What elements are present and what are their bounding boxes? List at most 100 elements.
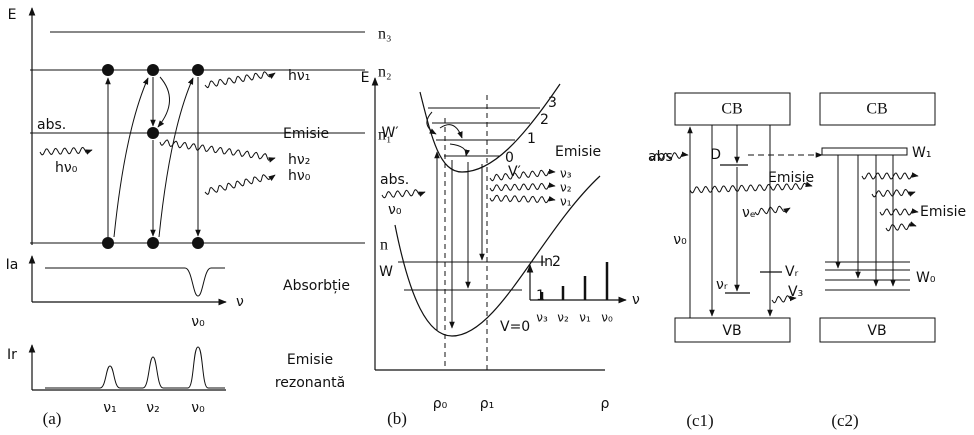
lower_levels-i1: 1 [536, 288, 545, 304]
photon [754, 205, 791, 216]
caption: (b) [387, 409, 407, 428]
emitted-i1: hν₂ [288, 152, 310, 168]
labels-i4: V₃ [788, 284, 803, 300]
emission: Emisie [920, 204, 966, 220]
absorption_peak: ν₀ [191, 314, 205, 330]
donor: D [710, 147, 721, 163]
caption: (c2) [831, 411, 858, 430]
relaxation [449, 143, 470, 157]
emission_axis: Ir [7, 347, 17, 363]
emitted-i0: hν₁ [288, 68, 310, 84]
abs: abs [648, 149, 673, 165]
levels-i0: n₃ [378, 26, 392, 43]
spectrum_axis: In [540, 254, 553, 270]
emitted-i1: ν₂ [560, 181, 572, 195]
peaks-i2: ν₀ [191, 400, 205, 416]
spectrum_lines-i0: ν₃ [536, 311, 548, 325]
transition [113, 77, 149, 238]
levels-i2: n₁ [378, 127, 392, 144]
abs: abs. [37, 117, 66, 133]
photon [381, 189, 426, 199]
upper_levels-i3: 0 [505, 150, 514, 166]
panel-c2 [819, 92, 936, 343]
upper_levels-i2: 1 [527, 131, 536, 147]
resonant_emission-i0: Emisie [287, 352, 333, 368]
labels-i1: νₑ [742, 205, 756, 221]
levels-i1: n₂ [378, 64, 392, 81]
photon [649, 151, 689, 161]
upper_levels-i0: 3 [548, 95, 557, 111]
vb: VB [722, 323, 741, 339]
caption: (c1) [686, 411, 713, 430]
panel-a [28, 7, 365, 391]
lower-potential [394, 175, 601, 337]
vb-box [819, 317, 936, 343]
transition [157, 76, 170, 128]
spectrum_lines-i1: ν₂ [557, 311, 569, 325]
cb: CB [866, 101, 887, 118]
emission: Emisie [768, 170, 814, 186]
photon [871, 188, 916, 198]
peaks-i0: ν₁ [103, 400, 116, 416]
photon [689, 181, 813, 194]
labels-i0: ν₀ [673, 232, 687, 248]
absorption_axis: Ia [6, 257, 19, 273]
emission: Emisie [555, 144, 601, 160]
photon [885, 221, 917, 232]
abs_photon: hν₀ [55, 160, 78, 176]
resonant_emission-i1: rezonantă [275, 375, 345, 391]
photon [204, 71, 276, 89]
lower_levels-i0: 2 [552, 254, 561, 270]
upper_curve: W′ [381, 125, 398, 141]
upper_levels-i1: 2 [540, 112, 549, 128]
axis_rho: ρ [601, 396, 610, 412]
spectrum-lines [540, 262, 609, 300]
relaxation [426, 111, 437, 135]
wi1: W₁ [912, 145, 931, 161]
emitted-i2: ν₁ [560, 195, 572, 209]
emission-curve [45, 346, 225, 389]
photon [771, 295, 797, 304]
lower_levels-i2: V=0 [500, 319, 530, 335]
freq_axis: ν [236, 294, 244, 310]
peaks-i1: ν₂ [146, 400, 159, 416]
labels-i3: νᵣ [716, 277, 728, 293]
photon [489, 168, 556, 182]
spectrum_lines-i2: ν₁ [579, 311, 591, 325]
photon [489, 194, 556, 204]
upper_label: V′ [508, 164, 521, 180]
photon [489, 182, 556, 192]
cb: CB [721, 101, 742, 118]
photon [39, 146, 93, 156]
panel-b [371, 77, 627, 371]
lower_curve: W [379, 264, 393, 280]
axis_e: E [8, 7, 17, 23]
cb-box [819, 92, 936, 126]
photon [204, 174, 276, 196]
caption: (a) [43, 409, 62, 428]
photon [159, 139, 276, 163]
vb-box [674, 317, 791, 343]
cb-box [674, 92, 791, 126]
abs: abs. [380, 172, 409, 188]
emitted-i2: hν₀ [288, 168, 311, 184]
photon [879, 208, 919, 216]
emission: Emisie [283, 126, 329, 142]
vb: VB [867, 323, 886, 339]
emitted-i0: ν₃ [560, 167, 572, 181]
w1-band [821, 147, 908, 156]
photon [861, 172, 919, 180]
electrons [102, 64, 204, 249]
spectrum_lines-i3: ν₀ [601, 311, 613, 325]
axis_e: E [361, 70, 370, 86]
panel-c1 [674, 92, 823, 343]
absorption-curve [45, 267, 225, 297]
spectrum_freq: ν [632, 292, 640, 308]
relaxation [439, 124, 463, 139]
abs_photon: ν₀ [388, 202, 402, 218]
x_marks-i0: ρ₀ [433, 396, 448, 412]
labels-i2: Vᵣ [785, 264, 799, 280]
absorption: Absorbție [283, 278, 350, 294]
